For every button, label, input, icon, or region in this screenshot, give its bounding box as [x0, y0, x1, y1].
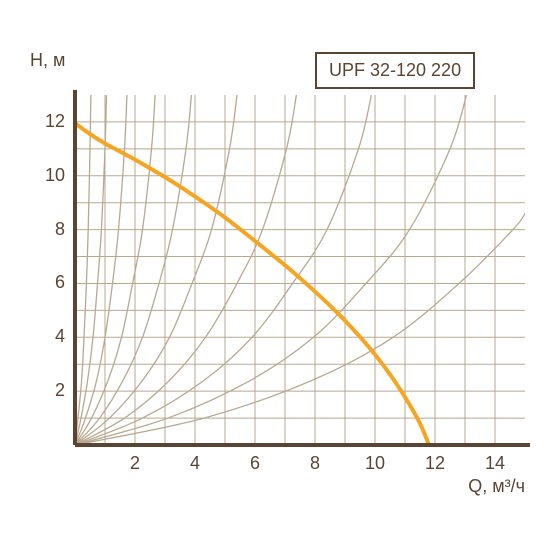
- y-tick-label: 12: [35, 111, 65, 132]
- y-tick-label: 6: [35, 272, 65, 293]
- legend-box: UPF 32-120 220: [315, 52, 475, 89]
- y-tick-label: 4: [35, 326, 65, 347]
- x-tick-label: 14: [480, 453, 510, 474]
- y-tick-label: 10: [35, 165, 65, 186]
- x-axis-label-text: Q, м³/ч: [468, 476, 525, 496]
- x-tick-label: 4: [180, 453, 210, 474]
- x-tick-label: 12: [420, 453, 450, 474]
- x-tick-label: 6: [240, 453, 270, 474]
- x-tick-label: 8: [300, 453, 330, 474]
- x-axis-label: Q, м³/ч: [468, 476, 525, 497]
- pump-curve-chart: H, м Q, м³/ч UPF 32-120 220 2 4 6 8 10 12 2 4 6 8…: [0, 0, 550, 550]
- y-tick-label: 2: [35, 380, 65, 401]
- y-tick-label: 8: [35, 219, 65, 240]
- legend-text: UPF 32-120 220: [329, 60, 461, 80]
- x-tick-label: 10: [360, 453, 390, 474]
- x-tick-label: 2: [120, 453, 150, 474]
- y-axis-label: H, м: [30, 50, 65, 71]
